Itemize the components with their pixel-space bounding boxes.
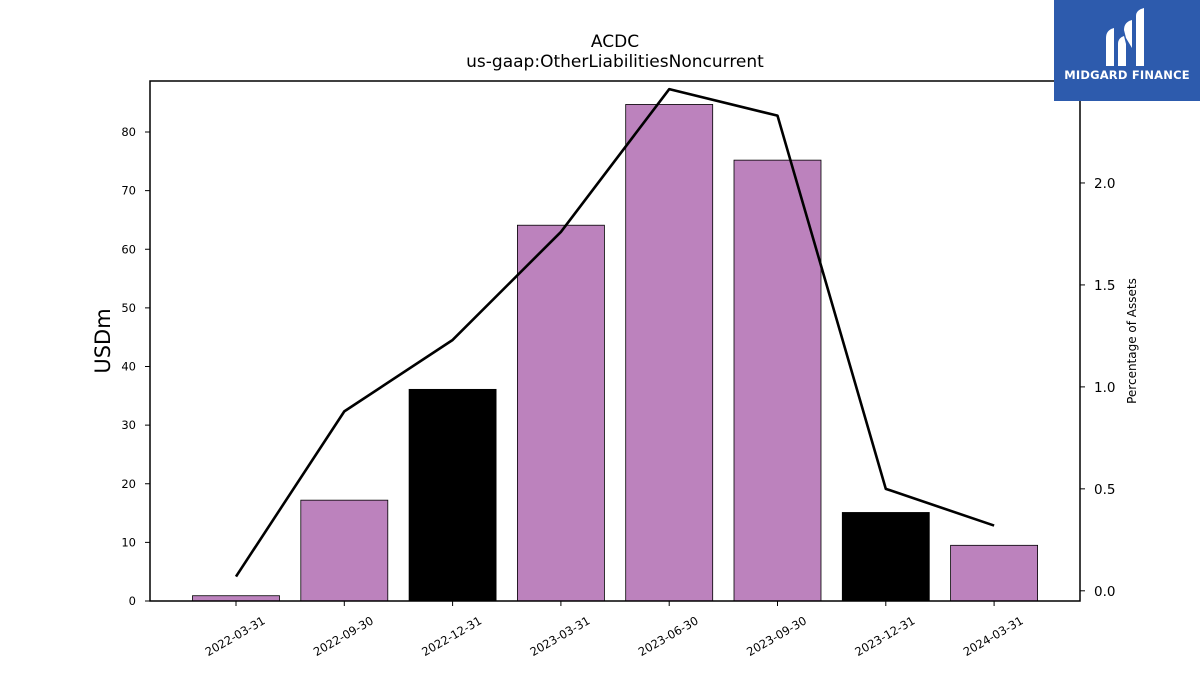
brand-logo: MIDGARD FINANCE: [1054, 0, 1200, 101]
bar-2023-12-31: [841, 512, 930, 602]
chart-title: ACDC: [590, 32, 640, 52]
y2-tick-label: 2.0: [1094, 176, 1115, 192]
y-tick-label: 70: [121, 184, 136, 198]
y-tick-label: 10: [121, 535, 136, 549]
y2-tick-label: 1.0: [1094, 380, 1115, 396]
logo-text: MIDGARD FINANCE: [1064, 68, 1190, 82]
chart-subtitle: us-gaap:OtherLiabilitiesNoncurrent: [466, 52, 764, 72]
y2-tick-label: 0.0: [1094, 584, 1115, 600]
y-axis-label: USDm: [91, 308, 115, 373]
bar-2022-03-31: [192, 595, 280, 602]
bar-2023-06-30: [625, 104, 714, 602]
bar-2023-03-31: [517, 224, 605, 602]
y2-axis-label: Percentage of Assets: [1125, 278, 1139, 404]
percentage-of-assets-line: [234, 87, 995, 578]
y-tick-label: 30: [121, 418, 136, 432]
bar-2024-03-31: [950, 544, 1038, 602]
y2-tick-label: 0.5: [1094, 482, 1115, 498]
y-tick-label: 50: [121, 301, 136, 315]
y-tick-label: 40: [121, 360, 136, 374]
y-tick-label: 20: [121, 477, 136, 491]
plot-frame: [149, 80, 1081, 602]
y-tick-label: 60: [121, 242, 136, 256]
x-tick-label: 2023-03-31: [528, 613, 593, 659]
y2-tick-label: 1.5: [1094, 278, 1115, 294]
y-tick-label: 0: [129, 594, 136, 608]
x-tick-label: 2022-09-30: [311, 613, 376, 659]
x-tick-label: 2024-03-31: [961, 613, 1026, 659]
x-tick-label: 2023-06-30: [636, 613, 701, 659]
bar-2022-12-31: [408, 388, 497, 602]
x-tick-label: 2022-03-31: [203, 613, 268, 659]
x-tick-label: 2023-09-30: [744, 613, 809, 659]
x-tick-label: 2023-12-31: [852, 613, 917, 659]
bar-2022-09-30: [300, 499, 389, 602]
logo-mark-icon: [1106, 8, 1144, 66]
x-tick-label: 2022-12-31: [419, 613, 484, 659]
bar-2023-09-30: [733, 159, 822, 602]
y-tick-label: 80: [121, 125, 136, 139]
